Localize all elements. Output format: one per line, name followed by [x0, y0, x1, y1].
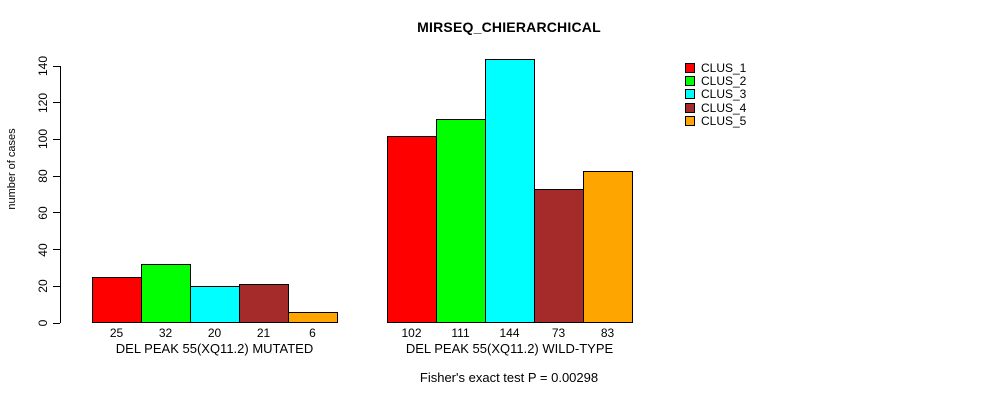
bar-value-label: 83	[600, 326, 615, 340]
bar-clus_2-group1	[436, 119, 486, 323]
bar-value-label: 20	[207, 326, 222, 340]
group-label-mutated: DEL PEAK 55(XQ11.2) MUTATED	[115, 341, 314, 356]
y-tick-mark	[53, 322, 60, 324]
y-axis-label: number of cases	[6, 128, 18, 210]
y-tick-mark	[53, 65, 60, 67]
bar-value-label: 144	[499, 326, 520, 340]
y-tick-label: 140	[36, 55, 50, 77]
legend-item-clus_4: CLUS_4	[685, 101, 746, 114]
y-tick-label: 0	[36, 319, 50, 327]
bar-clus_3-group0	[190, 286, 240, 323]
y-tick-mark	[53, 102, 60, 104]
y-tick-mark	[53, 175, 60, 177]
y-tick-label: 120	[36, 92, 50, 113]
legend-label: CLUS_4	[701, 100, 747, 115]
bar-clus_1-group0	[92, 277, 142, 323]
bar-clus_1-group1	[387, 136, 437, 323]
bar-value-label: 6	[309, 326, 316, 340]
chart-title: MIRSEQ_CHIERARCHICAL	[417, 19, 601, 35]
bar-value-label: 21	[256, 326, 271, 340]
legend-item-clus_2: CLUS_2	[685, 74, 746, 87]
legend-label: CLUS_1	[701, 60, 747, 75]
bar-value-label: 111	[451, 326, 470, 340]
legend-label: CLUS_2	[701, 74, 747, 89]
legend-swatch	[685, 62, 695, 73]
legend: CLUS_1 CLUS_2 CLUS_3 CLUS_4 CLUS_5	[685, 61, 746, 128]
legend-swatch	[685, 102, 695, 113]
legend-swatch	[685, 116, 695, 127]
legend-label: CLUS_3	[701, 87, 747, 102]
bar-clus_4-group1	[534, 189, 584, 323]
bar-clus_3-group1	[485, 59, 535, 323]
y-tick-mark	[53, 285, 60, 287]
y-tick-mark	[53, 212, 60, 214]
bar-clus_4-group0	[239, 284, 289, 323]
bar-value-label: 73	[551, 326, 566, 340]
group-label-wildtype: DEL PEAK 55(XQ11.2) WILD-TYPE	[405, 341, 614, 356]
bar-value-label: 25	[109, 326, 124, 340]
y-axis-line	[60, 66, 61, 323]
y-tick-label: 40	[36, 242, 50, 257]
legend-item-clus_3: CLUS_3	[685, 88, 746, 101]
legend-label: CLUS_5	[701, 114, 747, 129]
legend-item-clus_5: CLUS_5	[685, 115, 746, 128]
y-tick-label: 60	[36, 206, 50, 220]
bar-value-label: 102	[401, 326, 422, 340]
bar-clus_5-group1	[583, 171, 633, 323]
fisher-test-note: Fisher's exact test P = 0.00298	[419, 370, 599, 385]
legend-swatch	[685, 76, 695, 87]
legend-swatch	[685, 89, 695, 100]
y-tick-label: 20	[36, 279, 50, 293]
y-tick-mark	[53, 138, 60, 140]
y-tick-label: 80	[36, 169, 50, 183]
bar-clus_5-group0	[288, 312, 338, 323]
y-tick-mark	[53, 249, 60, 251]
legend-item-clus_1: CLUS_1	[685, 61, 746, 74]
y-tick-label: 100	[36, 129, 50, 150]
bar-value-label: 32	[158, 326, 173, 340]
bar-clus_2-group0	[141, 264, 191, 323]
